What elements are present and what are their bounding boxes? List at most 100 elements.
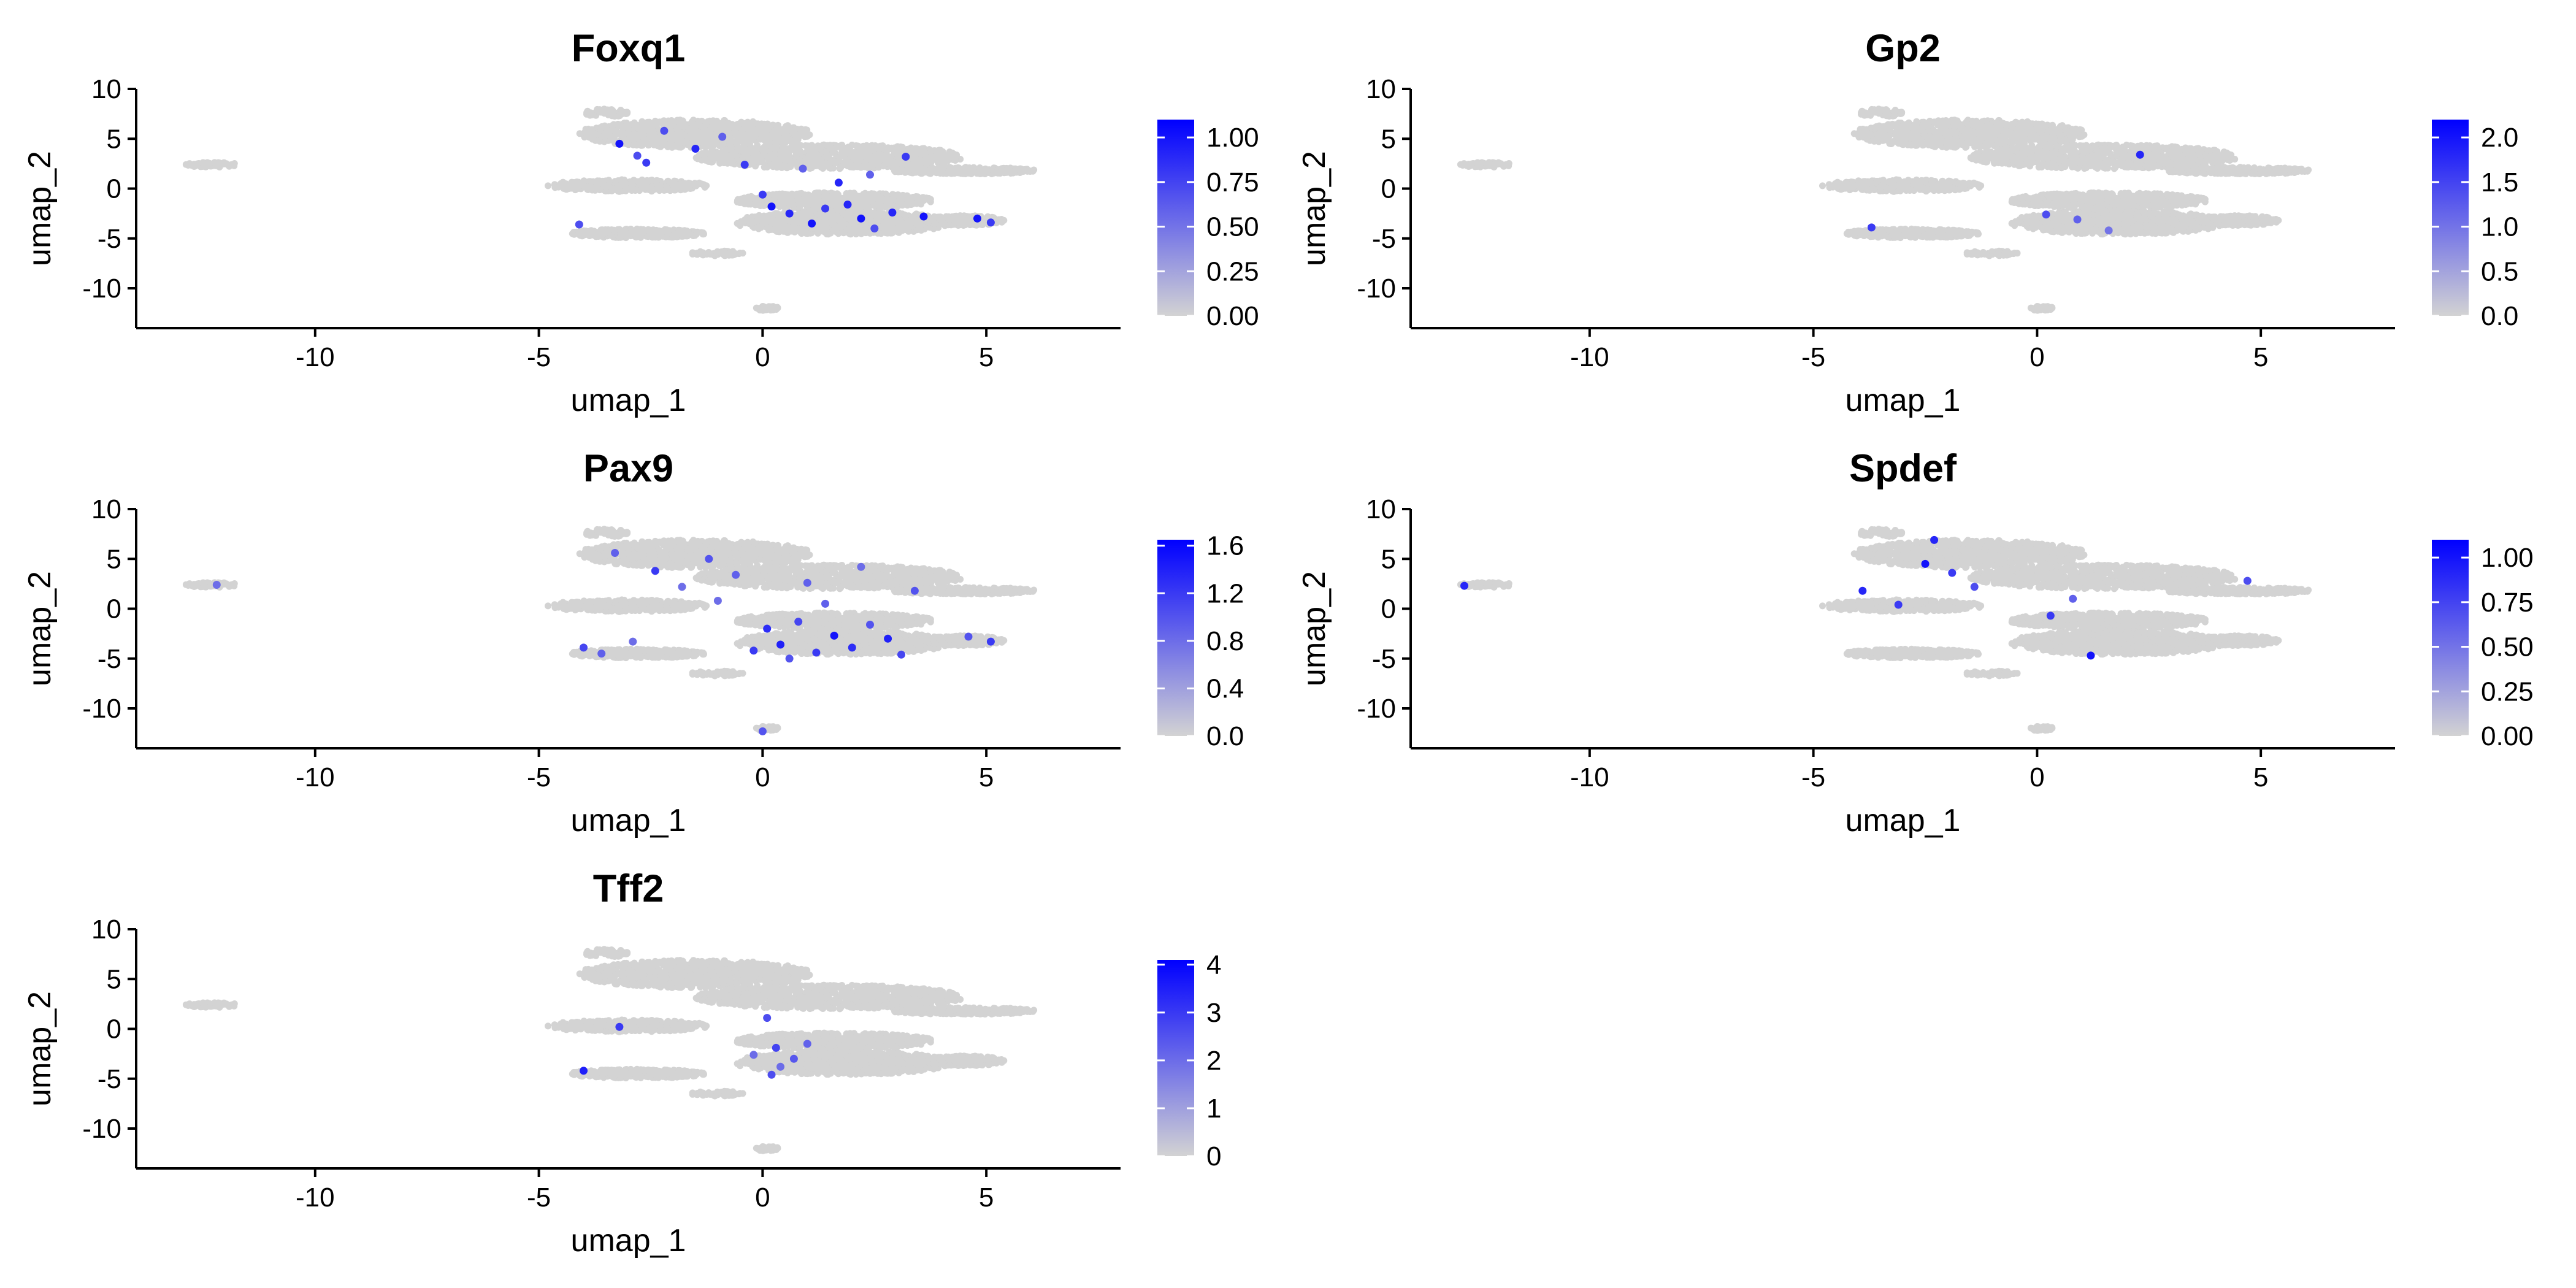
cell-point bbox=[650, 186, 657, 194]
cell-point bbox=[1477, 163, 1484, 171]
cell-point bbox=[773, 191, 780, 199]
cell-point bbox=[1490, 163, 1498, 171]
cell-point bbox=[781, 124, 789, 131]
cell-point bbox=[581, 183, 588, 190]
cell-point bbox=[855, 193, 862, 200]
cell-point bbox=[854, 142, 862, 150]
cell-point bbox=[582, 126, 589, 133]
cell-point bbox=[592, 131, 600, 138]
x-tick-label: 0 bbox=[755, 342, 770, 372]
expressing-cell-point bbox=[660, 126, 669, 135]
cell-point bbox=[633, 123, 640, 131]
cell-point bbox=[910, 155, 918, 163]
cell-point bbox=[782, 223, 789, 231]
cell-point bbox=[765, 226, 772, 233]
cell-point bbox=[734, 124, 741, 131]
umap-panel-1: Gp2-10 -5 0 51050-5-10umap_1umap_22.01.51.0… bbox=[1297, 27, 2518, 418]
cell-point bbox=[945, 215, 952, 222]
cell-point bbox=[846, 190, 854, 197]
cell-point bbox=[700, 230, 707, 237]
cell-point bbox=[610, 121, 618, 128]
cell-point bbox=[655, 234, 662, 241]
cell-point bbox=[794, 143, 801, 150]
cell-point bbox=[821, 189, 828, 196]
cell-point bbox=[626, 185, 634, 192]
cell-point bbox=[843, 156, 850, 163]
cell-point bbox=[692, 182, 699, 189]
cell-point bbox=[926, 196, 933, 203]
cell-point bbox=[801, 158, 808, 166]
expressing-cell-point bbox=[615, 139, 624, 148]
cell-point bbox=[855, 162, 862, 169]
legend-tick-label: 0.25 bbox=[1206, 256, 1259, 286]
cell-point bbox=[596, 186, 604, 194]
cell-point bbox=[894, 215, 902, 223]
cell-cloud bbox=[182, 105, 1038, 314]
expressing-cell-point bbox=[642, 158, 651, 167]
cell-point bbox=[1030, 166, 1038, 174]
cell-point bbox=[906, 223, 913, 230]
expressing-cell-point bbox=[866, 171, 874, 179]
cell-point bbox=[632, 141, 639, 148]
cell-point bbox=[1485, 159, 1493, 166]
cell-point bbox=[905, 199, 912, 207]
cell-point bbox=[828, 215, 835, 223]
cell-point bbox=[610, 110, 617, 118]
cell-point bbox=[231, 160, 238, 167]
cell-point bbox=[729, 251, 737, 259]
cell-point bbox=[623, 110, 630, 117]
panel-title: Foxq1 bbox=[572, 27, 686, 70]
cell-point bbox=[671, 180, 678, 187]
expressing-cell-point bbox=[808, 219, 816, 228]
cell-point bbox=[935, 158, 943, 165]
umap-panel-0: Foxq1-10 -5 0 51050-5-10umap_1umap_21.000.7… bbox=[22, 27, 1259, 418]
cell-point bbox=[910, 193, 917, 201]
cell-point bbox=[708, 147, 716, 155]
cell-point bbox=[545, 182, 551, 190]
expressing-cell-point bbox=[857, 214, 865, 223]
cell-point bbox=[875, 158, 882, 166]
expressing-cell-point bbox=[767, 202, 776, 211]
cell-point bbox=[836, 201, 843, 209]
cell-point bbox=[773, 125, 781, 132]
cell-point bbox=[750, 218, 757, 226]
cell-point bbox=[739, 144, 746, 151]
cell-point bbox=[849, 154, 857, 161]
cell-point bbox=[799, 226, 806, 233]
cell-point bbox=[798, 220, 805, 227]
cell-point bbox=[898, 226, 905, 234]
cell-point bbox=[773, 144, 780, 151]
cell-point bbox=[761, 304, 768, 312]
cell-point bbox=[919, 169, 927, 176]
cell-point bbox=[716, 158, 723, 166]
cell-point bbox=[185, 160, 193, 167]
x-tick-label: -5 bbox=[527, 342, 551, 372]
cell-point bbox=[880, 210, 887, 217]
cell-point bbox=[937, 147, 944, 154]
cell-point bbox=[974, 170, 981, 177]
cell-point bbox=[1505, 160, 1512, 167]
cell-point bbox=[773, 210, 781, 218]
cell-point bbox=[617, 131, 624, 138]
expressing-cell-point bbox=[691, 145, 700, 153]
cell-point bbox=[824, 231, 832, 238]
cell-point bbox=[1468, 160, 1476, 167]
cell-point bbox=[785, 136, 792, 144]
expressing-cell-point bbox=[919, 212, 928, 221]
cell-point bbox=[576, 130, 583, 137]
cell-point bbox=[962, 166, 970, 174]
cell-point bbox=[678, 231, 686, 238]
cell-point bbox=[954, 218, 961, 226]
panel-title: Gp2 bbox=[1865, 27, 1941, 70]
cell-point bbox=[627, 229, 634, 237]
cell-cloud bbox=[1457, 105, 2312, 314]
cell-point bbox=[866, 152, 873, 159]
expressing-cell-point bbox=[785, 209, 794, 218]
expressing-cell-point bbox=[758, 190, 767, 199]
cell-point bbox=[792, 225, 799, 232]
cell-point bbox=[827, 144, 834, 151]
cell-point bbox=[946, 221, 953, 228]
cell-point bbox=[926, 169, 933, 177]
cell-point bbox=[919, 146, 927, 153]
